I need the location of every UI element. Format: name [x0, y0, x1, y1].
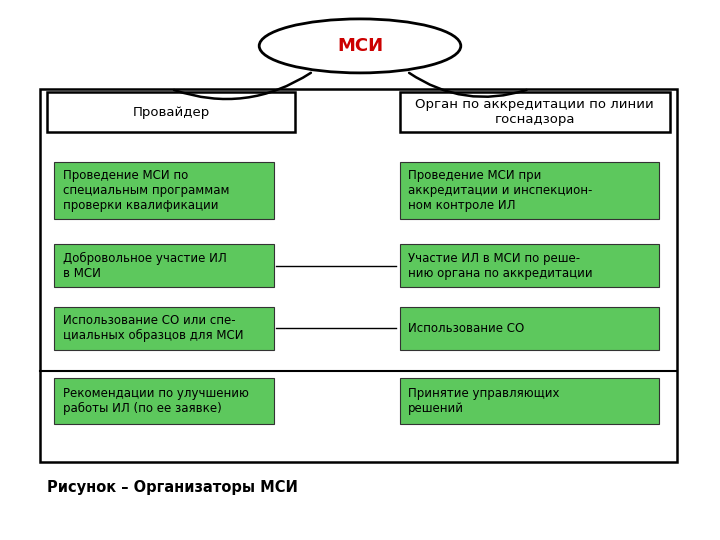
- Bar: [400, 92, 670, 132]
- Bar: [54, 162, 274, 219]
- Text: Рекомендации по улучшению
работы ИЛ (по ее заявке): Рекомендации по улучшению работы ИЛ (по …: [63, 387, 248, 415]
- Text: Участие ИЛ в МСИ по реше-
нию органа по аккредитации: Участие ИЛ в МСИ по реше- нию органа по …: [408, 252, 593, 280]
- Text: Проведение МСИ по
специальным программам
проверки квалификации: Проведение МСИ по специальным программам…: [63, 169, 229, 212]
- Text: Орган по аккредитации по линии
госнадзора: Орган по аккредитации по линии госнадзор…: [415, 98, 654, 126]
- Bar: [54, 307, 274, 350]
- Text: Использование СО: Использование СО: [408, 322, 524, 335]
- Text: Провайдер: Провайдер: [132, 105, 210, 119]
- Text: Принятие управляющих
решений: Принятие управляющих решений: [408, 387, 559, 415]
- Text: МСИ: МСИ: [337, 37, 383, 55]
- Text: Рисунок – Организаторы МСИ: Рисунок – Организаторы МСИ: [47, 480, 297, 495]
- Text: Добровольное участие ИЛ
в МСИ: Добровольное участие ИЛ в МСИ: [63, 252, 226, 280]
- Bar: [47, 92, 295, 132]
- Text: Проведение МСИ при
аккредитации и инспекцион-
ном контроле ИЛ: Проведение МСИ при аккредитации и инспек…: [408, 169, 593, 212]
- Bar: [400, 307, 659, 350]
- Bar: [400, 162, 659, 219]
- Bar: [400, 378, 659, 424]
- Ellipse shape: [259, 19, 461, 73]
- Bar: [54, 378, 274, 424]
- Bar: [400, 244, 659, 287]
- Bar: [40, 89, 677, 462]
- Text: Использование СО или спе-
циальных образцов для МСИ: Использование СО или спе- циальных образ…: [63, 314, 243, 342]
- Bar: [54, 244, 274, 287]
